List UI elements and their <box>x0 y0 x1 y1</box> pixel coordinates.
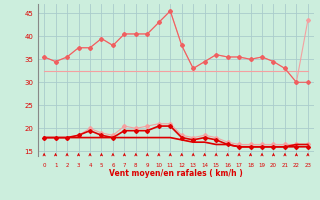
X-axis label: Vent moyen/en rafales ( km/h ): Vent moyen/en rafales ( km/h ) <box>109 169 243 178</box>
